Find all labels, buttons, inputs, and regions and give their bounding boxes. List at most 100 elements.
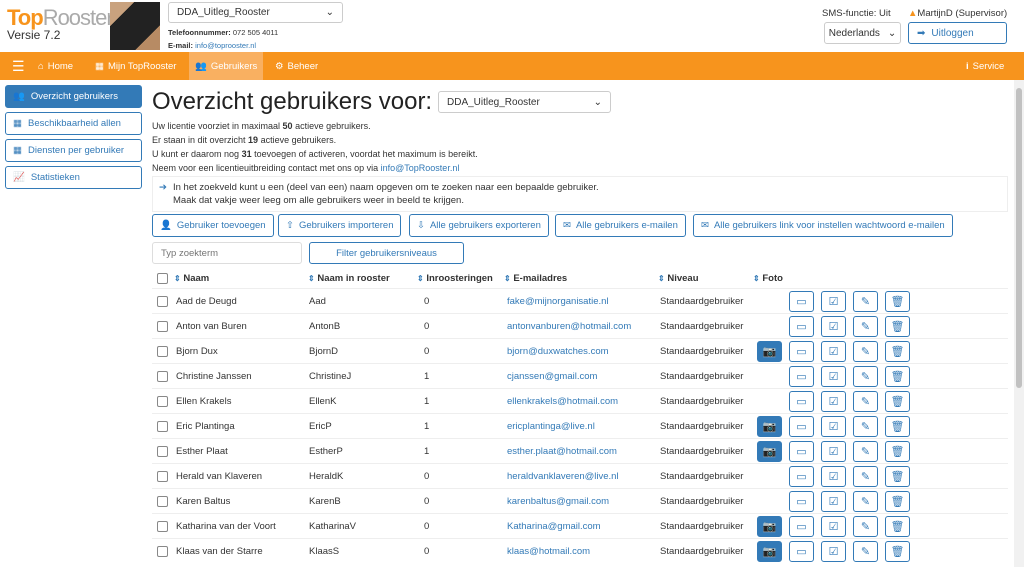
email-link[interactable]: heraldvanklaveren@live.nl (507, 471, 619, 482)
edit-button[interactable]: ✎ (853, 491, 878, 512)
delete-button[interactable]: 🗑 (885, 441, 910, 462)
shifts-button[interactable]: ☑ (821, 391, 846, 412)
photo-button[interactable]: 📷 (757, 416, 782, 437)
delete-button[interactable]: 🗑 (885, 466, 910, 487)
availability-button[interactable]: ▭ (789, 416, 814, 437)
col-naam-in-rooster[interactable]: ⇕ Naam in rooster (308, 273, 390, 284)
shifts-button[interactable]: ☑ (821, 541, 846, 562)
row-checkbox[interactable] (157, 321, 168, 332)
nav-service[interactable]: i Service (966, 60, 1005, 72)
shifts-button[interactable]: ☑ (821, 441, 846, 462)
photo-button[interactable]: 📷 (757, 516, 782, 537)
schedule-select-main[interactable]: DDA_Uitleg_Rooster ⌄ (438, 91, 611, 113)
email-link[interactable]: antonvanburen@hotmail.com (507, 321, 632, 332)
availability-button[interactable]: ▭ (789, 341, 814, 362)
row-checkbox[interactable] (157, 496, 168, 507)
export-users-button[interactable]: ⇩ Alle gebruikers exporteren (409, 214, 549, 237)
email-link[interactable]: bjorn@duxwatches.com (507, 346, 609, 357)
availability-button[interactable]: ▭ (789, 491, 814, 512)
email-link[interactable]: info@toprooster.nl (195, 41, 257, 50)
email-link[interactable]: karenbaltus@gmail.com (507, 496, 610, 507)
email-link[interactable]: esther.plaat@hotmail.com (507, 446, 617, 457)
shifts-button[interactable]: ☑ (821, 341, 846, 362)
edit-button[interactable]: ✎ (853, 366, 878, 387)
col-email[interactable]: ⇕ E-mailadres (504, 273, 568, 284)
edit-button[interactable]: ✎ (853, 416, 878, 437)
col-foto[interactable]: ⇕ Foto (753, 273, 783, 284)
row-checkbox[interactable] (157, 471, 168, 482)
photo-button[interactable]: 📷 (757, 541, 782, 562)
shifts-button[interactable]: ☑ (821, 291, 846, 312)
edit-button[interactable]: ✎ (853, 441, 878, 462)
delete-button[interactable]: 🗑 (885, 516, 910, 537)
shifts-button[interactable]: ☑ (821, 366, 846, 387)
search-input[interactable] (152, 242, 302, 264)
nav-home[interactable]: ⌂ Home (38, 60, 74, 72)
nav-mijn-toprooster[interactable]: ▦ Mijn TopRooster (95, 60, 177, 72)
sidebar-item-overzicht[interactable]: 👥 Overzicht gebruikers (5, 85, 142, 108)
delete-button[interactable]: 🗑 (885, 491, 910, 512)
sidebar-item-beschikbaarheid[interactable]: ▦ Beschikbaarheid allen (5, 112, 142, 135)
logout-button[interactable]: ➡ Uitloggen (908, 22, 1007, 44)
email-link[interactable]: ellenkrakels@hotmail.com (507, 396, 619, 407)
delete-button[interactable]: 🗑 (885, 291, 910, 312)
row-checkbox[interactable] (157, 446, 168, 457)
email-link[interactable]: klaas@hotmail.com (507, 546, 591, 557)
shifts-button[interactable]: ☑ (821, 516, 846, 537)
email-link[interactable]: Katharina@gmail.com (507, 521, 601, 532)
nav-beheer[interactable]: ⚙ Beheer (275, 60, 319, 72)
edit-button[interactable]: ✎ (853, 466, 878, 487)
select-all-checkbox[interactable] (157, 273, 168, 284)
email-link[interactable]: cjanssen@gmail.com (507, 371, 598, 382)
filter-levels-button[interactable]: Filter gebruikersniveaus (309, 242, 464, 264)
availability-button[interactable]: ▭ (789, 516, 814, 537)
shifts-button[interactable]: ☑ (821, 316, 846, 337)
availability-button[interactable]: ▭ (789, 466, 814, 487)
email-link[interactable]: ericplantinga@live.nl (507, 421, 595, 432)
email-password-link-button[interactable]: ✉ Alle gebruikers link voor instellen wac… (693, 214, 953, 237)
schedule-select[interactable]: DDA_Uitleg_Rooster ⌄ (168, 2, 343, 23)
delete-button[interactable]: 🗑 (885, 416, 910, 437)
import-users-button[interactable]: ⇧ Gebruikers importeren (278, 214, 402, 237)
scrollbar[interactable] (1014, 80, 1024, 567)
row-checkbox[interactable] (157, 371, 168, 382)
availability-button[interactable]: ▭ (789, 316, 814, 337)
row-checkbox[interactable] (157, 346, 168, 357)
shifts-button[interactable]: ☑ (821, 491, 846, 512)
availability-button[interactable]: ▭ (789, 441, 814, 462)
edit-button[interactable]: ✎ (853, 391, 878, 412)
row-checkbox[interactable] (157, 546, 168, 557)
edit-button[interactable]: ✎ (853, 516, 878, 537)
col-naam[interactable]: ⇕ Naam (174, 273, 210, 284)
availability-button[interactable]: ▭ (789, 541, 814, 562)
scrollbar-thumb[interactable] (1016, 88, 1022, 388)
availability-button[interactable]: ▭ (789, 291, 814, 312)
email-all-button[interactable]: ✉ Alle gebruikers e-mailen (555, 214, 686, 237)
sidebar-item-statistieken[interactable]: 📈 Statistieken (5, 166, 142, 189)
sidebar-item-diensten[interactable]: ▦ Diensten per gebruiker (5, 139, 142, 162)
edit-button[interactable]: ✎ (853, 341, 878, 362)
col-inroosteringen[interactable]: ⇕ Inroosteringen (417, 273, 493, 284)
contact-email-link[interactable]: info@TopRooster.nl (380, 163, 460, 173)
row-checkbox[interactable] (157, 296, 168, 307)
email-link[interactable]: fake@mijnorganisatie.nl (507, 296, 609, 307)
shifts-button[interactable]: ☑ (821, 416, 846, 437)
availability-button[interactable]: ▭ (789, 366, 814, 387)
menu-icon[interactable]: ☰ (12, 57, 25, 74)
delete-button[interactable]: 🗑 (885, 541, 910, 562)
delete-button[interactable]: 🗑 (885, 341, 910, 362)
row-checkbox[interactable] (157, 421, 168, 432)
nav-gebruikers[interactable]: 👥 Gebruikers (189, 52, 264, 80)
edit-button[interactable]: ✎ (853, 541, 878, 562)
col-niveau[interactable]: ⇕ Niveau (658, 273, 699, 284)
delete-button[interactable]: 🗑 (885, 366, 910, 387)
delete-button[interactable]: 🗑 (885, 316, 910, 337)
availability-button[interactable]: ▭ (789, 391, 814, 412)
add-user-button[interactable]: 👤 Gebruiker toevoegen (152, 214, 274, 237)
edit-button[interactable]: ✎ (853, 291, 878, 312)
photo-button[interactable]: 📷 (757, 441, 782, 462)
delete-button[interactable]: 🗑 (885, 391, 910, 412)
photo-button[interactable]: 📷 (757, 341, 782, 362)
shifts-button[interactable]: ☑ (821, 466, 846, 487)
language-select[interactable]: Nederlands ⌄ (824, 22, 901, 44)
